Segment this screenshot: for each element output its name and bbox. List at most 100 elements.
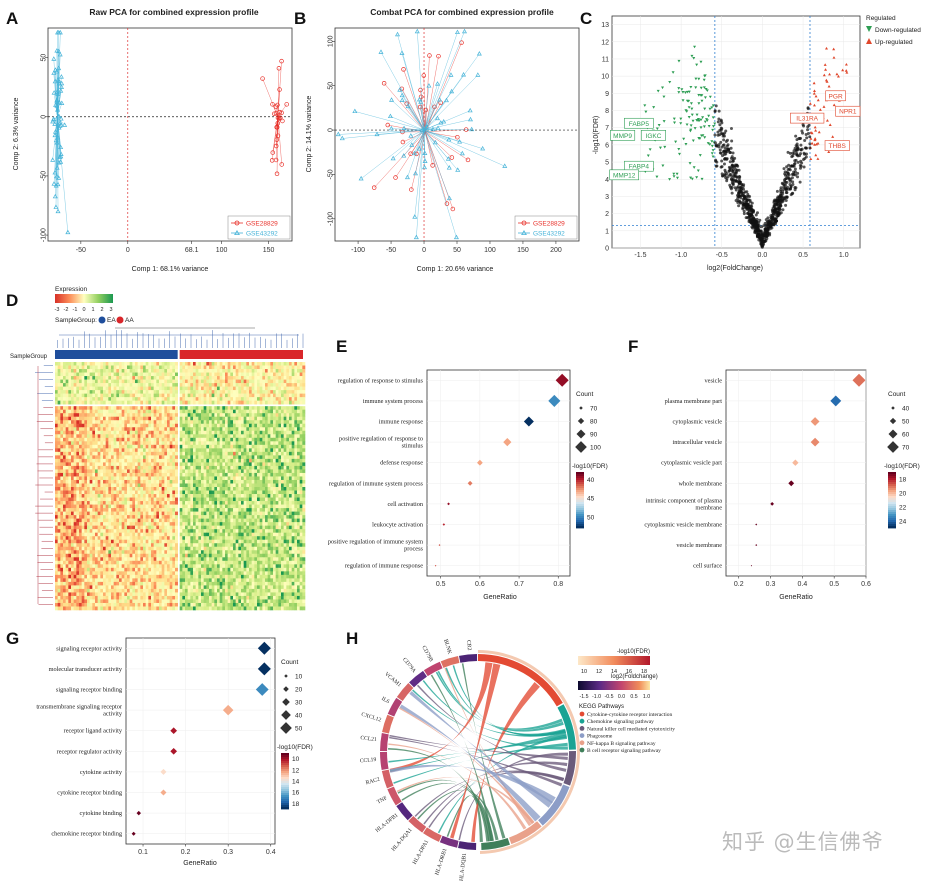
heatmap-cell: [116, 362, 120, 366]
volcano-point-down: [697, 102, 701, 105]
volcano-point-down: [662, 120, 666, 123]
heatmap-cell: [187, 379, 191, 384]
heatmap-cell: [151, 455, 154, 460]
heatmap-cell: [65, 465, 69, 470]
pca-point-gse43292: [52, 121, 58, 126]
heatmap-cell: [238, 372, 242, 377]
heatmap-cell: [89, 490, 93, 495]
heatmap-cell: [283, 383, 287, 387]
heatmap-cell: [127, 383, 130, 387]
heatmap-cell: [108, 379, 112, 384]
heatmap-cell: [76, 462, 80, 467]
heatmap-cell: [148, 465, 152, 470]
heatmap-cell: [81, 420, 85, 425]
heatmap-cell: [116, 455, 120, 460]
heatmap-cell: [92, 427, 96, 432]
heatmap-cell: [195, 434, 199, 439]
volcano-point-up: [831, 135, 835, 138]
volcano-point-ns: [806, 131, 810, 135]
heatmap-cell: [119, 487, 122, 491]
heatmap-cell: [89, 393, 93, 398]
heatmap-cell: [153, 383, 157, 387]
heatmap-cell: [270, 386, 274, 391]
heatmap-cell: [100, 362, 104, 366]
heatmap-cell: [275, 451, 279, 456]
gene-label-down: MMP12: [613, 172, 636, 179]
heatmap-cell: [286, 487, 290, 491]
heatmap-cell: [164, 427, 168, 432]
heatmap-cell: [254, 369, 258, 373]
heatmap-cell: [187, 444, 191, 449]
heatmap-cell: [198, 390, 202, 394]
heatmap-cell: [172, 462, 176, 467]
pca-spoke-line: [57, 116, 59, 179]
heatmap-cell: [89, 462, 93, 467]
volcano-point-ns: [806, 128, 810, 132]
volcano-point-ns: [759, 242, 763, 246]
heatmap-cell: [172, 458, 176, 463]
heatmap-cell: [164, 423, 168, 428]
heatmap-cell: [203, 409, 207, 414]
heatmap-cell: [148, 393, 152, 398]
heatmap-cell: [76, 409, 80, 414]
heatmap-cell: [185, 441, 188, 446]
volcano-point-ns: [718, 148, 722, 152]
volcano-point-ns: [730, 139, 734, 143]
heatmap-cell: [289, 434, 292, 439]
heatmap-cell: [124, 379, 128, 384]
heatmap-cell: [60, 416, 64, 421]
heatmap-cell: [140, 455, 144, 460]
heatmap-cell: [286, 413, 290, 418]
heatmap-cell: [283, 420, 287, 425]
heatmap-cell: [145, 441, 149, 446]
volcano-point-ns: [714, 104, 718, 108]
heatmap-cell: [159, 458, 162, 463]
heatmap-cell: [219, 369, 223, 373]
heatmap-cell: [137, 437, 141, 442]
heatmap-cell: [211, 444, 215, 449]
volcano-point-ns: [728, 160, 732, 164]
heatmap-cell: [233, 483, 236, 488]
heatmap-cell: [294, 383, 298, 387]
heatmap-cell: [137, 427, 141, 432]
heatmap-cell: [127, 400, 130, 405]
heatmap-cell: [286, 472, 290, 477]
heatmap-cell: [227, 413, 231, 418]
volcano-point-down: [700, 94, 704, 97]
volcano-point-ns: [722, 162, 726, 166]
heatmap-cell: [265, 420, 268, 425]
heatmap-cell: [137, 409, 141, 414]
pca-spoke-line: [360, 129, 425, 179]
heatmap-cell: [129, 434, 133, 439]
heatmap-cell: [63, 416, 66, 421]
heatmap-cell: [148, 469, 152, 474]
heatmap-cell: [113, 423, 117, 428]
heatmap-cell: [198, 469, 202, 474]
heatmap-cell: [121, 479, 125, 484]
heatmap-cell: [241, 451, 244, 456]
heatmap-cell: [281, 369, 284, 373]
heatmap-cell: [203, 393, 207, 398]
heatmap-cell: [164, 437, 168, 442]
heatmap-cell: [100, 487, 104, 491]
heatmap-cell: [153, 406, 157, 410]
heatmap-cell: [214, 379, 218, 384]
heatmap-cell: [172, 476, 176, 481]
heatmap-cell: [105, 420, 109, 425]
heatmap-cell: [145, 469, 149, 474]
heatmap-cell: [230, 441, 234, 446]
heatmap-cell: [209, 487, 212, 491]
volcano-point-up: [828, 72, 832, 76]
heatmap-cell: [257, 441, 260, 446]
heatmap-cell: [76, 458, 80, 463]
heatmap-cell: [259, 448, 263, 453]
volcano-point-up: [825, 119, 829, 122]
heatmap-cell: [262, 406, 266, 410]
heatmap-cell: [249, 423, 252, 428]
heatmap-cell: [222, 476, 226, 481]
volcano-point-down: [689, 102, 693, 105]
heatmap-cell: [217, 455, 220, 460]
heatmap-cell: [137, 379, 141, 384]
heatmap-cell: [167, 409, 170, 414]
heatmap-cell: [151, 369, 154, 373]
